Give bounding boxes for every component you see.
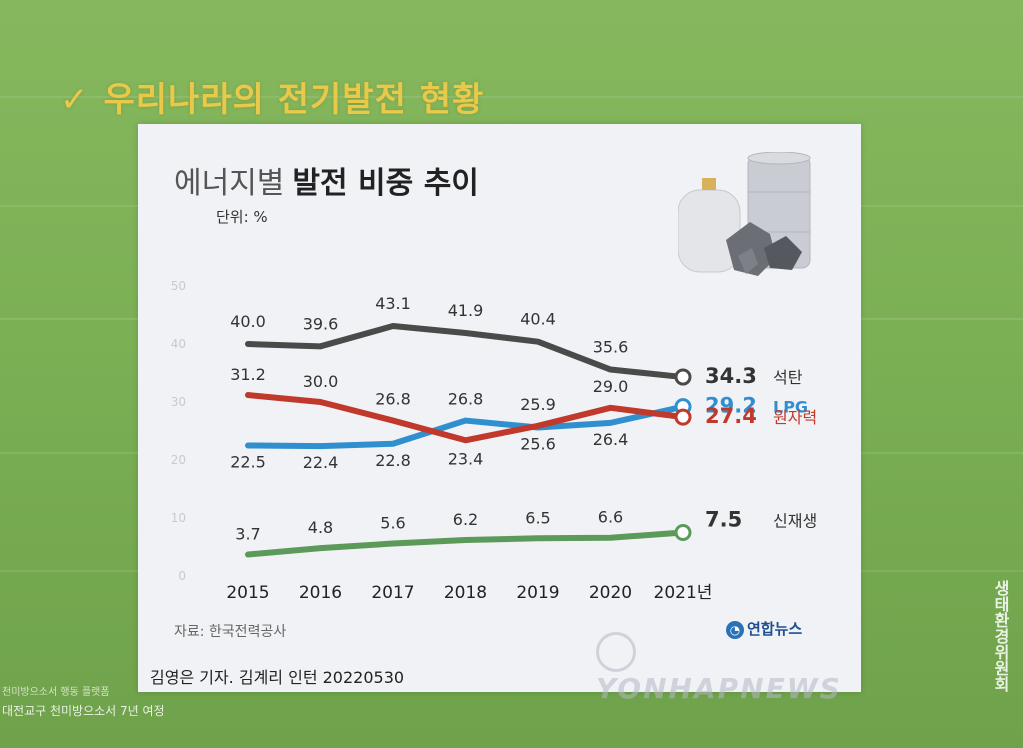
footer-line-1: 천미방으소서 행동 플랫폼	[2, 687, 110, 698]
yonhap-logo: ◔ 연합뉴스	[726, 618, 802, 639]
data-label: 22.5	[230, 453, 266, 472]
slide-title-text: 우리나라의 전기발전 현황	[103, 80, 485, 120]
yonhap-logo-text: 연합뉴스	[747, 620, 803, 638]
energy-illustration	[678, 152, 811, 276]
data-label: 6.5	[525, 508, 550, 527]
series-end-marker	[674, 524, 692, 541]
source-label: 자료: 한국전력공사	[174, 624, 287, 640]
chart-svg: 0 10 20 30 40 50 2015 2016 2017 2018 2019 2020 2021년…	[171, 279, 817, 603]
data-label: 26.4	[593, 430, 629, 449]
y-tick-label: 10	[171, 511, 186, 525]
x-tick-label: 2017	[371, 583, 414, 603]
y-tick-label: 50	[171, 279, 186, 293]
end-value-label: 34.3	[705, 364, 757, 388]
data-label: 26.8	[375, 390, 411, 409]
data-label: 25.6	[520, 435, 556, 454]
end-value-label: 29.2	[705, 394, 757, 418]
series-end-marker	[674, 408, 692, 426]
y-tick-label: 20	[171, 453, 186, 467]
data-label: 3.7	[235, 525, 260, 544]
series-name-label: 신재생	[773, 512, 817, 531]
series-line	[245, 392, 686, 444]
series-line	[245, 403, 686, 450]
yonhap-watermark: YONHAPNEWS	[596, 632, 861, 705]
series-name-label: LPG	[773, 398, 808, 417]
data-label: 30.0	[303, 372, 339, 391]
x-tick-label: 2016	[299, 583, 342, 603]
x-tick-label: 2015	[226, 583, 269, 603]
watermark-text: YONHAPNEWS	[596, 672, 842, 705]
series-name-label: 원자력	[773, 408, 817, 427]
data-label: 43.1	[375, 294, 411, 313]
data-label: 40.4	[520, 310, 556, 329]
y-tick-label: 30	[171, 395, 186, 409]
chart-title-bold: 발전 비중 추이	[292, 166, 479, 201]
series-name-label: 석탄	[773, 368, 803, 387]
chart-title: 에너지별 발전 비중 추이	[174, 158, 479, 202]
y-tick-label: 0	[178, 569, 186, 583]
data-label: 40.0	[230, 312, 266, 331]
data-label: 41.9	[448, 301, 484, 320]
check-mark-icon: ✓	[60, 80, 90, 120]
credit-line: 김영은 기자. 김계리 인턴 20220530	[150, 668, 405, 687]
end-value-label: 27.4	[705, 404, 757, 428]
x-tick-label: 2019	[516, 583, 559, 603]
data-label: 23.4	[448, 449, 484, 468]
footer-line-2: 대전교구 천미방으소서 7년 여정	[2, 704, 165, 718]
data-label: 39.6	[303, 314, 339, 333]
slide-title: ✓ 우리나라의 전기발전 현황	[60, 72, 484, 121]
end-value-label: 7.5	[705, 508, 742, 532]
x-tick-label: 2020	[589, 583, 632, 603]
series-line	[245, 323, 686, 381]
yonhap-logo-icon: ◔	[726, 620, 744, 639]
side-org-name: 생태환경위원회	[991, 580, 1010, 692]
watermark-ring-icon	[596, 632, 636, 672]
x-tick-label: 2018	[444, 583, 487, 603]
data-label: 4.8	[308, 518, 333, 537]
x-tick-label: 2021년	[654, 583, 713, 603]
data-label: 5.6	[380, 514, 405, 533]
data-label: 25.9	[520, 395, 556, 414]
data-label: 22.4	[303, 453, 339, 472]
chart-card: 에너지별 발전 비중 추이 단위: % 0 10 20 30 40 50 2015 2016 20…	[138, 124, 861, 705]
data-label: 6.2	[453, 510, 478, 529]
series-end-marker	[674, 368, 692, 386]
unit-label: 단위: %	[216, 208, 268, 226]
series-line	[245, 529, 686, 558]
y-tick-label: 40	[171, 337, 186, 351]
data-label: 35.6	[593, 338, 629, 357]
data-label: 22.8	[375, 451, 411, 470]
data-label: 26.8	[448, 390, 484, 409]
data-label: 29.0	[593, 377, 629, 396]
data-label: 31.2	[230, 365, 266, 384]
chart-title-light: 에너지별	[174, 166, 285, 201]
data-label: 6.6	[598, 508, 623, 527]
